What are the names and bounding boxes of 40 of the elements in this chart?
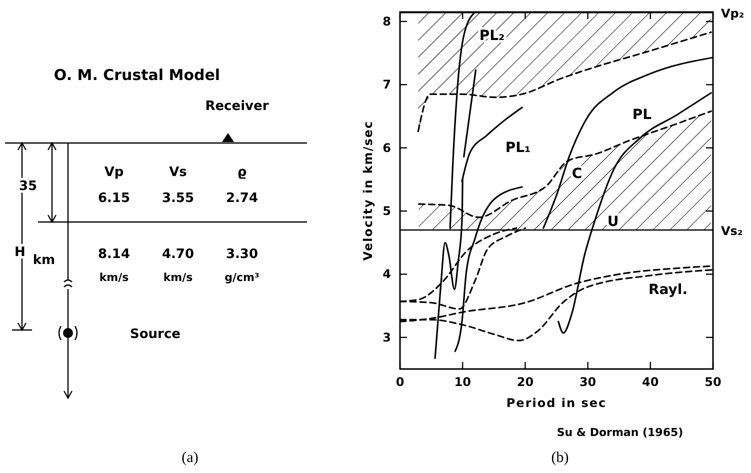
text: km [32, 253, 56, 268]
text: km/s [163, 271, 194, 284]
annotation: PL [632, 106, 652, 123]
y-tick-label: 3 [382, 330, 391, 344]
annotation: C [572, 166, 582, 182]
y-tick-label: 7 [382, 78, 391, 92]
ref-line-label: Vp₂ [721, 6, 744, 21]
y-axis-title: Velocity in km/sec [361, 120, 375, 261]
text: ϱ [237, 165, 247, 180]
x-tick-label: 50 [704, 375, 722, 389]
x-tick-label: 20 [516, 375, 534, 389]
text: 8.14 [98, 247, 130, 262]
text: Vs [169, 165, 188, 180]
x-tick-label: 10 [454, 375, 471, 389]
y-tick-label: 6 [382, 140, 391, 155]
text: km/s [99, 271, 130, 284]
y-tick-label: 4 [382, 267, 391, 282]
annotation: Rayl. [648, 282, 688, 298]
x-tick-label: 40 [642, 375, 659, 389]
text: Source [130, 327, 181, 342]
x-axis-title: Period in sec [506, 396, 607, 410]
text: Receiver [205, 99, 270, 114]
text: (b) [551, 450, 569, 466]
text: O. M. Crustal Model [54, 66, 220, 84]
x-tick-label: 0 [396, 375, 404, 389]
text: (a) [182, 450, 198, 466]
text: g/cm³ [224, 271, 260, 284]
text: Su & Dorman (1965) [556, 426, 684, 439]
y-tick-label: 5 [382, 204, 391, 218]
annotation: PL₁ [505, 140, 531, 156]
text: Vp [104, 165, 124, 180]
y-tick-label: 8 [382, 14, 391, 28]
text: 6.15 [98, 191, 130, 206]
text: 3.55 [162, 191, 194, 206]
text: 3.30 [226, 247, 258, 262]
text: 2.74 [226, 191, 258, 206]
annotation: U [607, 214, 619, 230]
x-tick-label: 30 [579, 375, 596, 389]
text: 4.70 [162, 247, 194, 262]
ref-line-label: Vs₂ [721, 224, 743, 238]
